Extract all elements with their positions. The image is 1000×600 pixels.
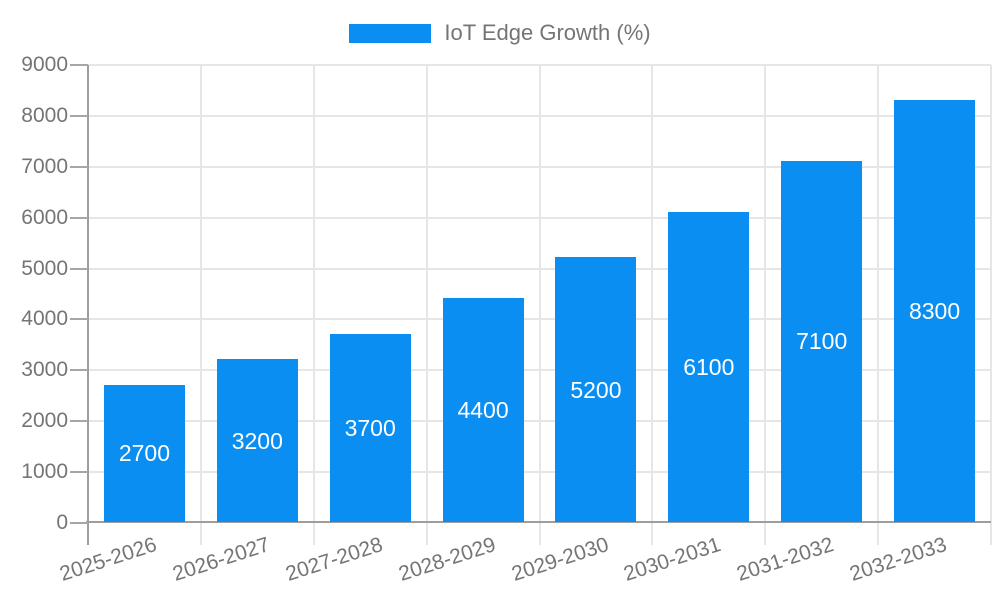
y-tick-label: 6000 (21, 205, 68, 229)
bar[interactable] (668, 211, 750, 522)
bar[interactable] (329, 333, 411, 522)
x-tick-label: 2031-2032 (734, 533, 837, 586)
y-tick (70, 522, 88, 524)
bar-value-label: 6100 (683, 353, 735, 380)
bar-value-label: 5200 (570, 376, 622, 403)
y-tick (70, 318, 88, 321)
legend-label: IoT Edge Growth (%) (444, 20, 651, 45)
y-tick (70, 114, 88, 117)
legend[interactable]: IoT Edge Growth (%) (0, 20, 1000, 46)
bar[interactable] (216, 359, 298, 522)
bar-value-label: 7100 (796, 328, 848, 355)
y-tick (70, 64, 88, 66)
x-gridline (538, 65, 541, 545)
y-tick-label: 8000 (21, 103, 68, 127)
bar[interactable] (555, 257, 637, 522)
x-gridline (199, 65, 202, 545)
bar[interactable] (894, 99, 976, 522)
y-tick-label: 0 (56, 511, 68, 534)
y-axis-line (87, 65, 89, 545)
bar[interactable] (781, 160, 863, 522)
x-tick-label: 2028-2029 (395, 533, 499, 586)
bar-value-label: 3200 (231, 427, 283, 454)
x-tick-label: 2032-2033 (847, 533, 950, 586)
y-tick-label: 4000 (21, 307, 68, 331)
x-tick-label: 2026-2027 (169, 533, 273, 586)
x-gridline (990, 65, 992, 545)
y-tick (70, 369, 88, 372)
bar-value-label: 8300 (908, 297, 961, 324)
y-tick-label: 3000 (21, 358, 68, 382)
y-tick-label: 1000 (21, 460, 68, 484)
x-gridline (877, 65, 880, 545)
x-gridline (764, 65, 767, 545)
y-tick-label: 7000 (21, 154, 68, 178)
x-gridline (425, 65, 428, 545)
y-tick (70, 216, 88, 219)
x-tick-label: 2025-2026 (56, 533, 160, 586)
y-tick (70, 267, 88, 270)
y-tick-label: 5000 (21, 256, 68, 280)
bar[interactable] (103, 384, 185, 522)
x-tick-label: 2029-2030 (508, 533, 612, 586)
y-tick-label: 9000 (21, 53, 68, 76)
y-tick (70, 420, 88, 423)
x-gridline (651, 65, 654, 545)
y-tick (70, 471, 88, 474)
plot-area: 2700 3200 3700 4400 5200 6100 7100 8300 (86, 64, 992, 545)
bar-value-label: 3700 (344, 414, 396, 441)
legend-swatch (349, 23, 432, 43)
bar-value-label: 2700 (118, 440, 171, 467)
x-tick-label: 2030-2031 (621, 533, 724, 586)
bar-value-label: 4400 (457, 397, 509, 424)
y-tick (70, 165, 88, 168)
bar[interactable] (442, 298, 524, 522)
x-axis-line (86, 521, 991, 523)
x-tick-label: 2027-2028 (282, 533, 386, 586)
x-gridline (312, 65, 315, 545)
y-tick-label: 2000 (21, 409, 68, 433)
